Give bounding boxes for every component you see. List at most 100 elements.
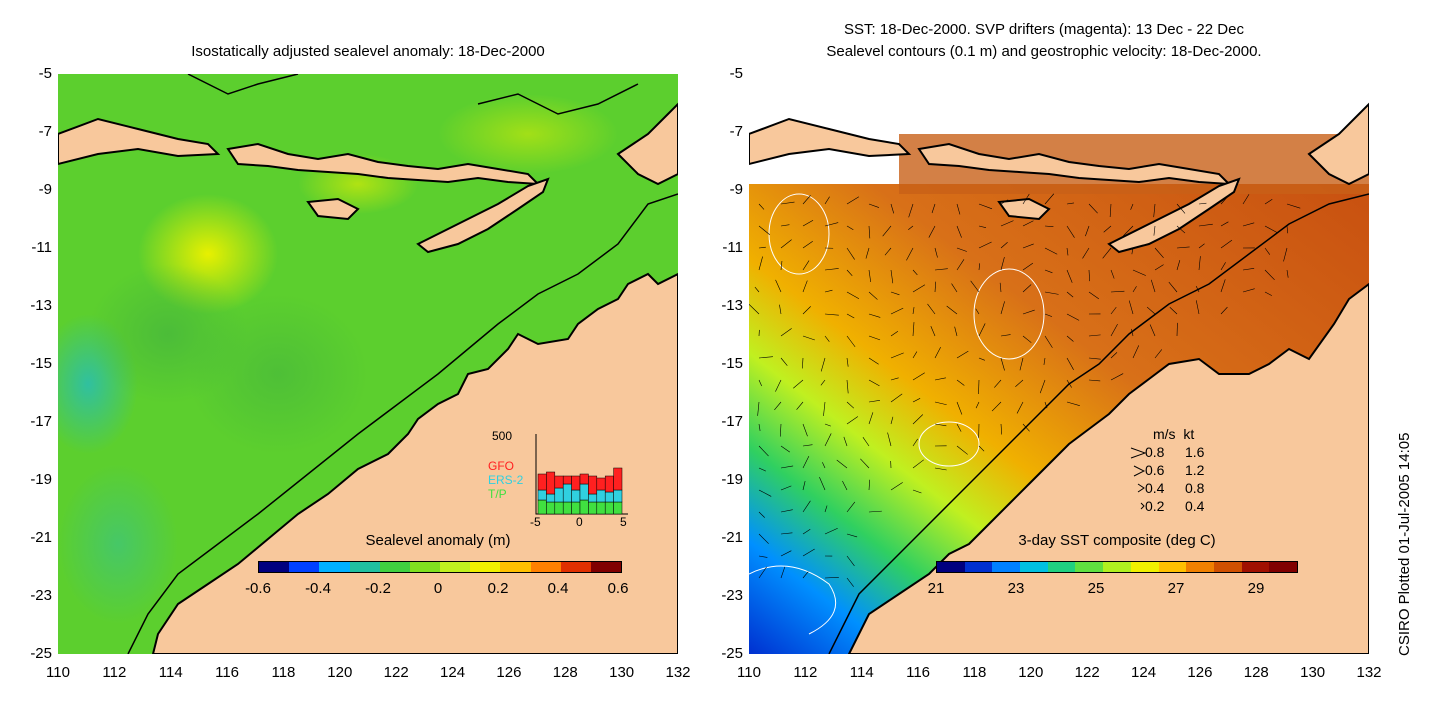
velocity-arrow <box>1220 306 1228 315</box>
velocity-arrow <box>1000 334 1011 337</box>
velocity-arrow <box>802 500 811 513</box>
velocity-arrow <box>1220 221 1229 227</box>
velocity-arrow <box>934 401 947 406</box>
velocity-arrow <box>1153 203 1156 218</box>
colorbar-swatch <box>259 562 290 572</box>
velocity-arrow <box>846 313 855 319</box>
left-x-tick: 118 <box>271 664 296 681</box>
right-colorbar-label: 3-day SST composite (deg C) <box>1018 532 1216 549</box>
inset-bar-gfo <box>554 475 564 489</box>
right-x-tick: 118 <box>962 664 987 681</box>
velocity-arrow <box>1022 262 1034 271</box>
velocity-arrow <box>1082 247 1090 259</box>
velocity-arrow <box>1168 281 1178 293</box>
velocity-arrow <box>1000 256 1005 271</box>
velocity-arrow <box>1019 357 1024 371</box>
velocity-arrow <box>802 444 813 447</box>
velocity-arrow <box>1110 323 1118 337</box>
velocity-arrow <box>1044 401 1048 409</box>
inset-legend-tp: T/P <box>488 487 507 501</box>
velocity-arrow <box>1242 222 1255 227</box>
velocity-arrow <box>970 280 980 293</box>
colorbar-swatch <box>1020 562 1048 572</box>
right-panel-title-line2: Sealevel contours (0.1 m) and geostrophi… <box>826 43 1262 60</box>
velocity-arrow <box>890 482 903 491</box>
inset-bar-gfo <box>546 471 556 495</box>
velocity-arrow <box>1220 193 1231 205</box>
velocity-arrow <box>1066 202 1075 205</box>
velocity-arrow <box>1044 225 1054 227</box>
velocity-arrow <box>868 291 878 300</box>
velocity-arrow <box>1220 279 1226 293</box>
velocity-arrow <box>999 282 1002 293</box>
velocity-arrow <box>1085 225 1090 237</box>
velocity-arrow <box>890 291 900 296</box>
colorbar-swatch <box>500 562 531 572</box>
velocity-arrow <box>890 393 903 403</box>
right-x-tick: 114 <box>849 664 874 681</box>
velocity-arrow <box>1088 203 1098 214</box>
velocity-arrow <box>1088 379 1101 382</box>
left-y-tick: -7 <box>38 123 52 140</box>
velocity-arrow <box>956 225 962 238</box>
velocity-arrow <box>860 458 870 469</box>
velocity-arrow <box>1044 291 1059 295</box>
velocity-arrow <box>1000 242 1008 249</box>
inset-bar-tp <box>588 501 598 515</box>
velocity-arrow <box>824 335 830 342</box>
velocity-arrow <box>1066 247 1069 256</box>
sealevel-anomaly-map[interactable]: 500 GFO ERS-2 T/P -5 0 5 <box>58 74 678 654</box>
velocity-arrow <box>1286 203 1301 209</box>
right-x-tick: 132 <box>1356 664 1382 681</box>
colorbar-swatch <box>440 562 471 572</box>
velocity-legend-kt-4: 0.4 <box>1185 498 1205 514</box>
velocity-arrow <box>780 445 791 453</box>
colorbar-tick-label: -0.6 <box>245 580 271 597</box>
velocity-arrow <box>775 379 782 392</box>
velocity-arrow <box>978 225 987 229</box>
velocity-arrow <box>868 335 881 341</box>
inset-legend-ers2: ERS-2 <box>488 473 524 487</box>
velocity-arrow <box>1039 379 1046 394</box>
velocity-arrow <box>1286 269 1289 278</box>
velocity-arrow <box>1110 290 1125 293</box>
velocity-arrow <box>846 269 853 276</box>
velocity-arrow <box>934 423 947 427</box>
velocity-arrow <box>946 305 958 315</box>
inset-bar-gfo <box>562 475 572 485</box>
velocity-arrow <box>927 303 936 315</box>
inset-bar-tp <box>596 501 606 515</box>
velocity-arrow <box>994 379 1002 388</box>
velocity-arrow <box>1066 225 1075 238</box>
velocity-arrow <box>1044 193 1055 205</box>
velocity-arrow <box>824 268 839 271</box>
velocity-arrow <box>824 433 832 447</box>
right-y-tick: -15 <box>721 355 743 372</box>
velocity-arrow <box>846 379 849 394</box>
velocity-arrow <box>868 379 880 387</box>
velocity-arrow <box>846 501 856 513</box>
velocity-arrow <box>912 322 915 337</box>
velocity-arrow <box>1022 220 1034 227</box>
plot-credit: CSIRO Plotted 01-Jul-2005 14:05 <box>1396 432 1413 656</box>
velocity-arrow <box>912 459 924 469</box>
velocity-arrow <box>1176 203 1186 214</box>
velocity-arrow <box>868 313 881 318</box>
inset-bar-ers <box>579 483 589 501</box>
velocity-arrow <box>1154 349 1163 359</box>
velocity-arrow <box>1176 260 1181 271</box>
inset-bar-tp <box>537 499 547 515</box>
velocity-arrow <box>1242 268 1255 271</box>
velocity-arrow <box>978 241 992 249</box>
inset-bar-ers <box>562 483 572 503</box>
velocity-arrow <box>802 195 811 205</box>
velocity-arrow <box>1015 379 1024 388</box>
right-colorbar <box>936 561 1298 573</box>
velocity-arrow <box>802 306 811 315</box>
velocity-arrow <box>846 247 855 260</box>
velocity-arrow <box>912 372 925 381</box>
velocity-arrow <box>884 247 892 256</box>
velocity-arrow <box>824 222 839 227</box>
velocity-arrow <box>780 550 792 557</box>
colorbar-tick-label: 0 <box>433 580 443 597</box>
